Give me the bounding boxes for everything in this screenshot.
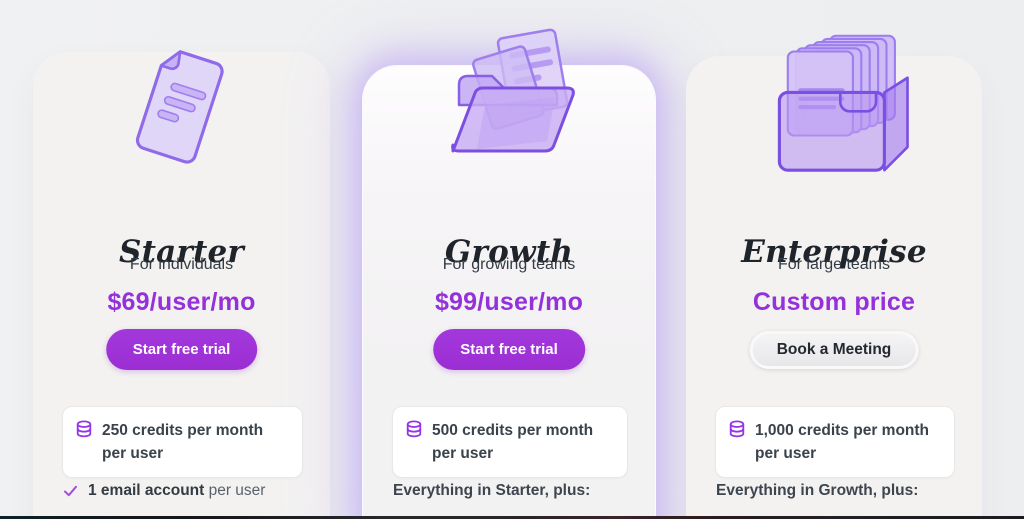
pricing-card-growth: Growth For growing teams $99/user/mo Sta… [363,0,655,519]
document-icon [103,32,261,195]
start-free-trial-button[interactable]: Start free trial [433,329,585,370]
credits-callout: 1,000 credits per month per user [715,406,955,478]
credits-text: 500 credits per month per user [432,422,594,463]
feature-text: 1 email account per user [88,482,265,500]
pricing-card-starter: Starter For individuals $69/user/mo Star… [33,0,330,519]
plan-price: Custom price [752,288,916,316]
credits-database-icon [75,420,93,443]
credits-text: 1,000 credits per month per user [755,422,930,463]
plan-title: Starter [119,233,244,270]
plan-title: Enterprise [741,233,927,270]
feature-row: 1 email account per user [63,482,314,503]
everything-heading: Everything in Growth, plus: [716,482,919,499]
everything-heading-row: Everything in Growth, plus: [716,482,966,500]
plan-subtitle: For growing teams [442,256,576,273]
everything-heading-row: Everything in Starter, plus: [393,482,639,500]
page-fold-divider [0,516,1024,519]
everything-heading: Everything in Starter, plus: [393,482,591,499]
pricing-card-enterprise: Enterprise For large teams Custom price … [686,0,982,519]
credits-callout: 500 credits per month per user [392,406,628,478]
plan-title: Growth [444,233,574,270]
plan-price: $99/user/mo [434,288,584,316]
credits-callout: 250 credits per month per user [62,406,303,478]
book-a-meeting-button[interactable]: Book a Meeting [749,331,919,369]
credits-text: 250 credits per month per user [102,422,264,463]
credits-database-icon [405,420,423,443]
check-icon [63,484,78,503]
credits-database-icon [728,420,746,443]
file-box-icon [750,24,918,189]
feature-text-bold: 1 email account [88,482,205,499]
plan-subtitle: For large teams [777,256,891,273]
plan-price: $69/user/mo [107,288,256,316]
start-free-trial-button[interactable]: Start free trial [105,329,258,370]
open-folder-icon [429,20,589,185]
feature-text-rest: per user [204,482,266,499]
plan-subtitle: For individuals [129,256,234,273]
